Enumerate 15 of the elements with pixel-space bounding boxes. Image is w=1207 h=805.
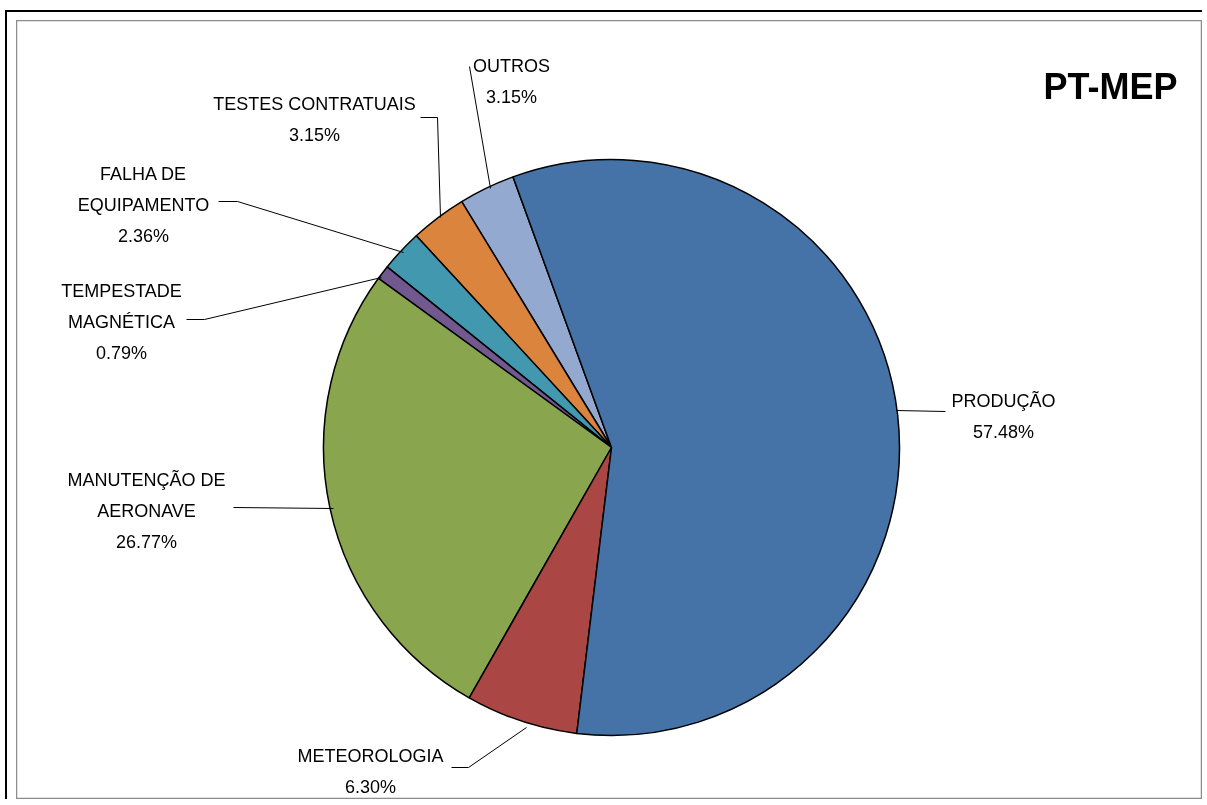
slice-label: METEOROLOGIA [297, 745, 444, 766]
slice-label: TESTES CONTRATUAIS [213, 93, 416, 114]
data-label: 6.30% [344, 776, 397, 797]
slice-label: OUTROS [473, 55, 551, 76]
data-label: 0.79% [95, 342, 148, 363]
slice-label: FALHA DE EQUIPAMENTO [77, 163, 210, 215]
slice-label: TEMPESTADE MAGNÉTICA [61, 280, 182, 332]
data-label: 57.48% [972, 421, 1035, 442]
data-label: 26.77% [115, 531, 178, 552]
data-label: 2.36% [117, 225, 170, 246]
slice-label: PRODUÇÃO [951, 389, 1056, 411]
data-label: 3.15% [485, 86, 538, 107]
chart-title: PT-MEP [1043, 66, 1178, 107]
data-label: 3.15% [288, 124, 341, 145]
slice-label: MANUTENÇÃO DE AERONAVE [67, 468, 226, 521]
